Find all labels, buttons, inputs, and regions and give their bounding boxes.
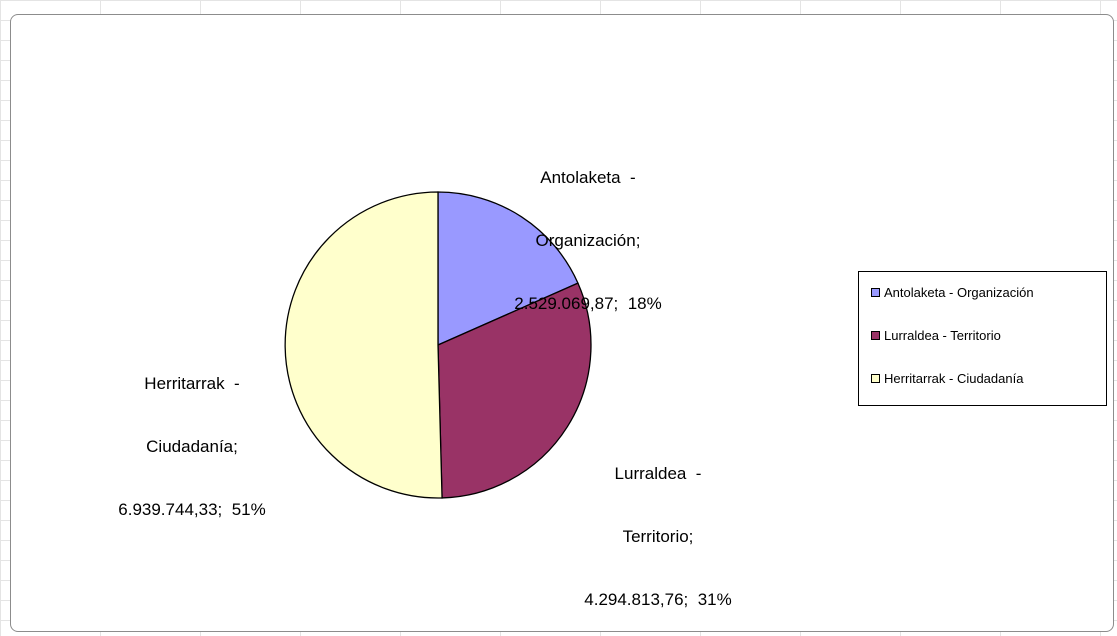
data-label-ciudadania-line3: 6.939.744,33; 51% — [118, 500, 266, 519]
data-label-organizacion-line3: 2.529.069,87; 18% — [514, 294, 662, 313]
legend-label-organizacion: Antolaketa - Organización — [884, 285, 1034, 300]
legend-swatch-territorio — [871, 331, 880, 340]
legend-label-ciudadania: Herritarrak - Ciudadanía — [884, 371, 1024, 386]
data-label-organizacion-line1: Antolaketa - — [540, 168, 636, 187]
data-label-ciudadania-line1: Herritarrak - — [144, 374, 240, 393]
legend: Antolaketa - Organización Lurraldea - Te… — [858, 271, 1107, 406]
pie-slice-ciudadania — [284, 191, 443, 499]
legend-item-organizacion: Antolaketa - Organización — [871, 285, 1034, 300]
pie-slice-territorio — [437, 282, 592, 499]
legend-item-ciudadania: Herritarrak - Ciudadanía — [871, 371, 1023, 386]
legend-label-territorio: Lurraldea - Territorio — [884, 328, 1001, 343]
legend-swatch-ciudadania — [871, 374, 880, 383]
legend-item-territorio: Lurraldea - Territorio — [871, 328, 1001, 343]
data-label-ciudadania: Herritarrak - Ciudadanía; 6.939.744,33; … — [82, 331, 302, 541]
data-label-territorio-line2: Territorio; — [622, 527, 694, 546]
data-label-organizacion: Antolaketa - Organización; 2.529.069,87;… — [478, 125, 698, 335]
data-label-territorio: Lurraldea - Territorio; 4.294.813,76; 31… — [548, 421, 768, 631]
data-label-territorio-line3: 4.294.813,76; 31% — [584, 590, 732, 609]
legend-swatch-organizacion — [871, 288, 880, 297]
data-label-organizacion-line2: Organización; — [535, 231, 641, 250]
data-label-ciudadania-line2: Ciudadanía; — [146, 437, 238, 456]
pie-slice-organizacion — [437, 191, 579, 346]
data-label-territorio-line1: Lurraldea - — [614, 464, 702, 483]
